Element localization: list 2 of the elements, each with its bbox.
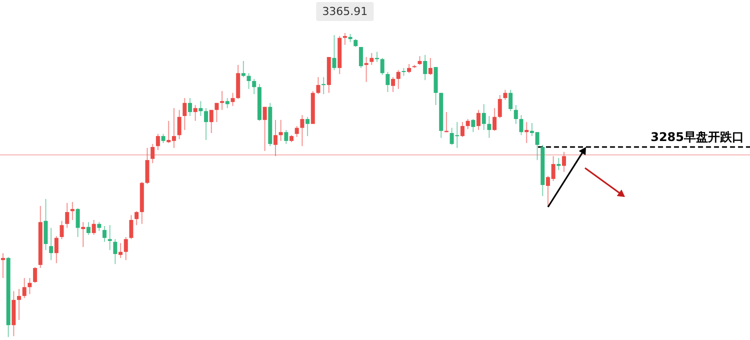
ref-line-label: 3285早盘开跌口 xyxy=(650,130,744,144)
annotation: 3365.91 xyxy=(322,5,368,18)
